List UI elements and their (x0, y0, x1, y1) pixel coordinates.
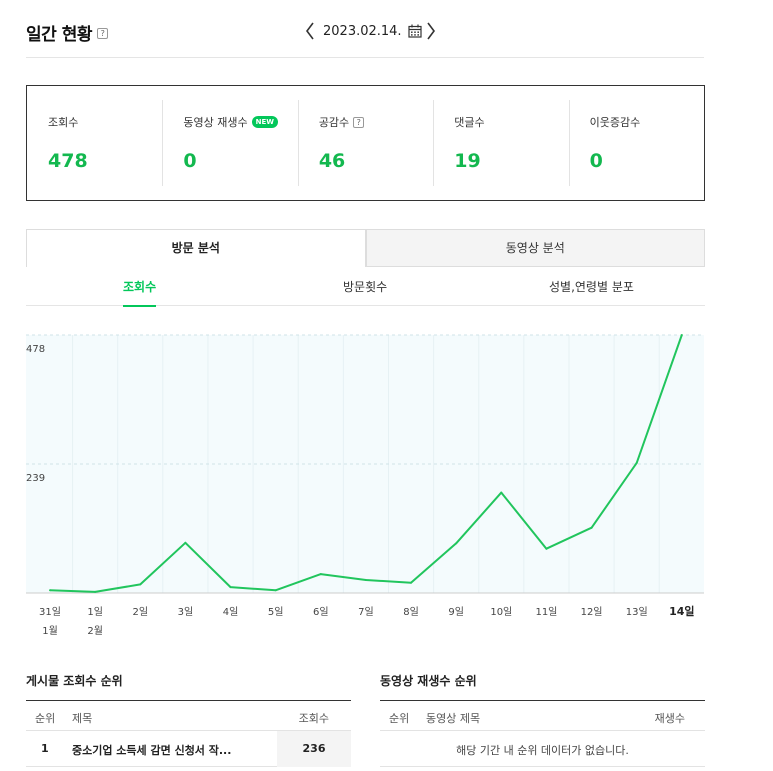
data-point (49, 589, 51, 592)
column-rank: 순위 (389, 712, 410, 725)
stat-label: 이웃증감수 (589, 116, 641, 129)
data-point (184, 541, 187, 544)
x-tick-label: 12일 (581, 606, 603, 618)
x-tick-label: 2일 (132, 606, 148, 618)
post-rank-section: 게시물 조회수 순위 순위 제목 조회수 1 중소기업 소득세 감면 신청서 작… (26, 672, 351, 767)
data-point (500, 491, 503, 494)
subtab-views[interactable]: 조회수 (123, 268, 157, 307)
stat-value: 0 (589, 150, 603, 172)
data-point (229, 586, 232, 589)
x-tick-label: 14일 (669, 604, 694, 618)
subtab-visit-count[interactable]: 방문횟수 (343, 280, 388, 294)
subtab-gender-age[interactable]: 성별,연령별 분포 (549, 280, 634, 294)
help-icon[interactable]: ? (96, 27, 108, 39)
help-icon[interactable]: ? (353, 116, 365, 128)
stat-label: 조회수 (48, 116, 79, 129)
y-tick-label: 478 (26, 344, 45, 355)
tab-video-analysis[interactable]: 동영상 분석 (365, 229, 705, 267)
data-point (139, 583, 142, 586)
table-header: 순위 제목 조회수 (26, 701, 351, 731)
new-badge: NEW (251, 116, 278, 128)
stat-value: 478 (48, 150, 88, 172)
stats-summary: 조회수 478 동영상 재생수 NEW 0 공감수? 46 댓글수 19 이웃증감… (26, 85, 705, 201)
data-point (680, 334, 683, 336)
x-tick-label: 13일 (626, 606, 648, 618)
stat-neighbor-change: 이웃증감수 0 (568, 86, 704, 200)
data-point (590, 526, 593, 529)
video-rank-title: 동영상 재생수 순위 (380, 674, 477, 688)
y-tick-label: 239 (26, 473, 45, 484)
empty-message: 해당 기간 내 순위 데이터가 없습니다. (456, 744, 629, 757)
column-title: 제목 (72, 712, 93, 725)
stat-label: 댓글수 (454, 116, 485, 129)
table-row[interactable]: 1 중소기업 소득세 감면 신청서 작... 236 (26, 731, 351, 767)
data-point (364, 579, 367, 582)
data-point (635, 461, 638, 464)
x-tick-label: 9일 (448, 606, 464, 618)
column-video-title: 동영상 제목 (426, 712, 481, 725)
row-views: 236 (277, 731, 351, 767)
stat-value: 0 (183, 150, 197, 172)
x-tick-label: 10일 (490, 606, 512, 618)
row-rank: 1 (41, 742, 49, 755)
header: 일간 현황? 2023.02.14. (26, 14, 704, 58)
stat-views: 조회수 478 (27, 86, 162, 200)
month-label: 1월 (42, 625, 58, 637)
column-rank: 순위 (35, 712, 56, 725)
data-point (545, 547, 548, 550)
stat-label: 동영상 재생수 NEW (183, 114, 278, 130)
data-point (410, 581, 413, 584)
analysis-tabs: 방문 분석 동영상 분석 (26, 229, 705, 267)
x-tick-label: 5일 (268, 606, 284, 618)
video-rank-table: 순위 동영상 제목 재생수 해당 기간 내 순위 데이터가 없습니다. (380, 700, 705, 767)
page-title: 일간 현황? (26, 20, 108, 45)
row-title[interactable]: 중소기업 소득세 감면 신청서 작... (72, 744, 232, 757)
calendar-icon[interactable] (407, 24, 422, 38)
data-point (455, 542, 458, 545)
data-point (94, 590, 97, 593)
empty-row: 해당 기간 내 순위 데이터가 없습니다. (380, 731, 705, 767)
column-views: 조회수 (298, 712, 329, 725)
views-line-chart: 478 239 31일 1일 2일 3일 4일 5일 6일 7일 8일 9일 10일 11일 12일 13일 1… (26, 334, 704, 637)
table-header: 순위 동영상 제목 재생수 (380, 701, 705, 731)
column-plays: 재생수 (654, 712, 685, 725)
post-rank-table: 순위 제목 조회수 1 중소기업 소득세 감면 신청서 작... 236 (26, 700, 351, 767)
x-tick-label: 8일 (403, 606, 419, 618)
x-tick-label: 7일 (358, 606, 374, 618)
tab-visit-analysis[interactable]: 방문 분석 (26, 229, 366, 267)
date-navigator: 2023.02.14. (301, 19, 440, 43)
x-tick-label: 31일 (39, 606, 61, 618)
data-point (274, 589, 277, 592)
stat-comments: 댓글수 19 (433, 86, 568, 200)
x-tick-label: 4일 (223, 606, 239, 618)
current-date: 2023.02.14. (323, 23, 402, 39)
x-tick-label: 3일 (178, 606, 194, 618)
stat-likes: 공감수? 46 (297, 86, 433, 200)
page-title-text: 일간 현황 (26, 25, 92, 45)
stat-value: 19 (454, 150, 481, 172)
month-label: 2월 (87, 625, 103, 637)
x-tick-label: 1일 (87, 606, 103, 618)
stat-label: 공감수? (319, 114, 365, 130)
chevron-left-icon[interactable] (301, 19, 319, 43)
stat-value: 46 (318, 150, 346, 172)
data-point (319, 573, 322, 576)
video-rank-section: 동영상 재생수 순위 순위 동영상 제목 재생수 해당 기간 내 순위 데이터가… (380, 672, 705, 767)
metric-tabs: 조회수 방문횟수 성별,연령별 분포 (26, 268, 705, 307)
post-rank-title: 게시물 조회수 순위 (26, 674, 123, 688)
x-tick-label: 6일 (313, 606, 329, 618)
chevron-right-icon[interactable] (422, 19, 440, 43)
x-tick-label: 11일 (535, 606, 557, 618)
stat-video-plays: 동영상 재생수 NEW 0 (162, 86, 297, 200)
